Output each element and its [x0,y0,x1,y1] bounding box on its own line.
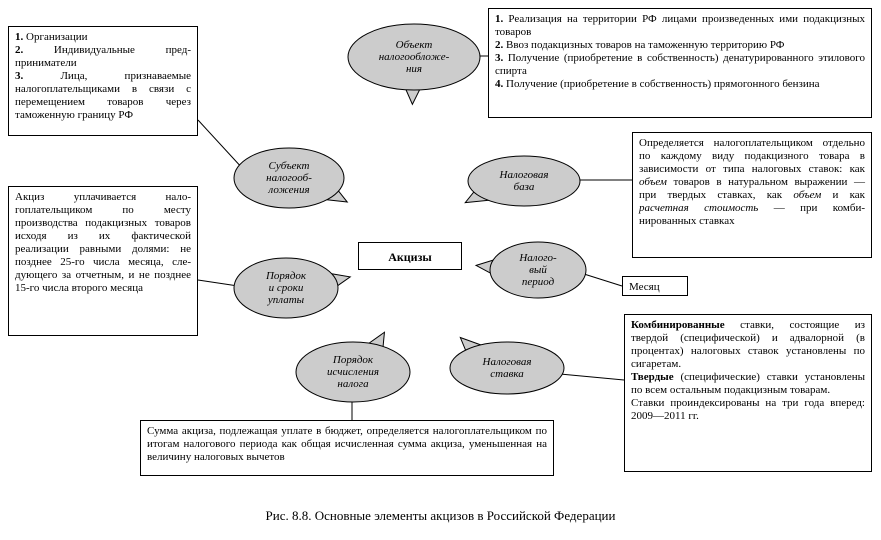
box-subject_box: 1. Организации2. Индивидуальные пред­при… [8,26,198,136]
figure-caption: Рис. 8.8. Основные элементы акцизов в Ро… [0,508,881,524]
bubble-object: Объектналогообложе-ния [348,24,480,90]
bubble-calc: Порядокисчисленияналога [296,342,410,402]
bubble-label-base: Налоговаябаза [468,156,580,206]
bubble-base: Налоговаябаза [468,156,580,206]
box-rate_box: Комбинированные ставки, состоящие из тве… [624,314,872,472]
bubble-order: Порядоки срокиуплаты [234,258,338,318]
bubble-label-calc: Порядокисчисленияналога [296,342,410,402]
bubble-label-subject: Субъектналогооб-ложения [234,148,344,208]
bubble-subject: Субъектналогооб-ложения [234,148,344,208]
bubble-period: Налого-выйпериод [490,242,586,298]
bubble-label-order: Порядоки срокиуплаты [234,258,338,318]
box-calc_box: Сумма акциза, подлежащая уплате в бюджет… [140,420,554,476]
bubble-label-period: Налого-выйпериод [490,242,586,298]
bubble-label-rate: Налоговаяставка [450,342,564,394]
box-object_box: 1. Реализация на территории РФ лицами пр… [488,8,872,118]
box-period_box: Месяц [622,276,688,296]
box-order_box: Акциз уплачивается нало­гоплательщиком п… [8,186,198,336]
bubble-rate: Налоговаяставка [450,342,564,394]
central-node: Акцизы [358,242,462,270]
box-base_box: Определяется налогоплательщиком отдельно… [632,132,872,258]
bubble-label-object: Объектналогообложе-ния [348,24,480,90]
